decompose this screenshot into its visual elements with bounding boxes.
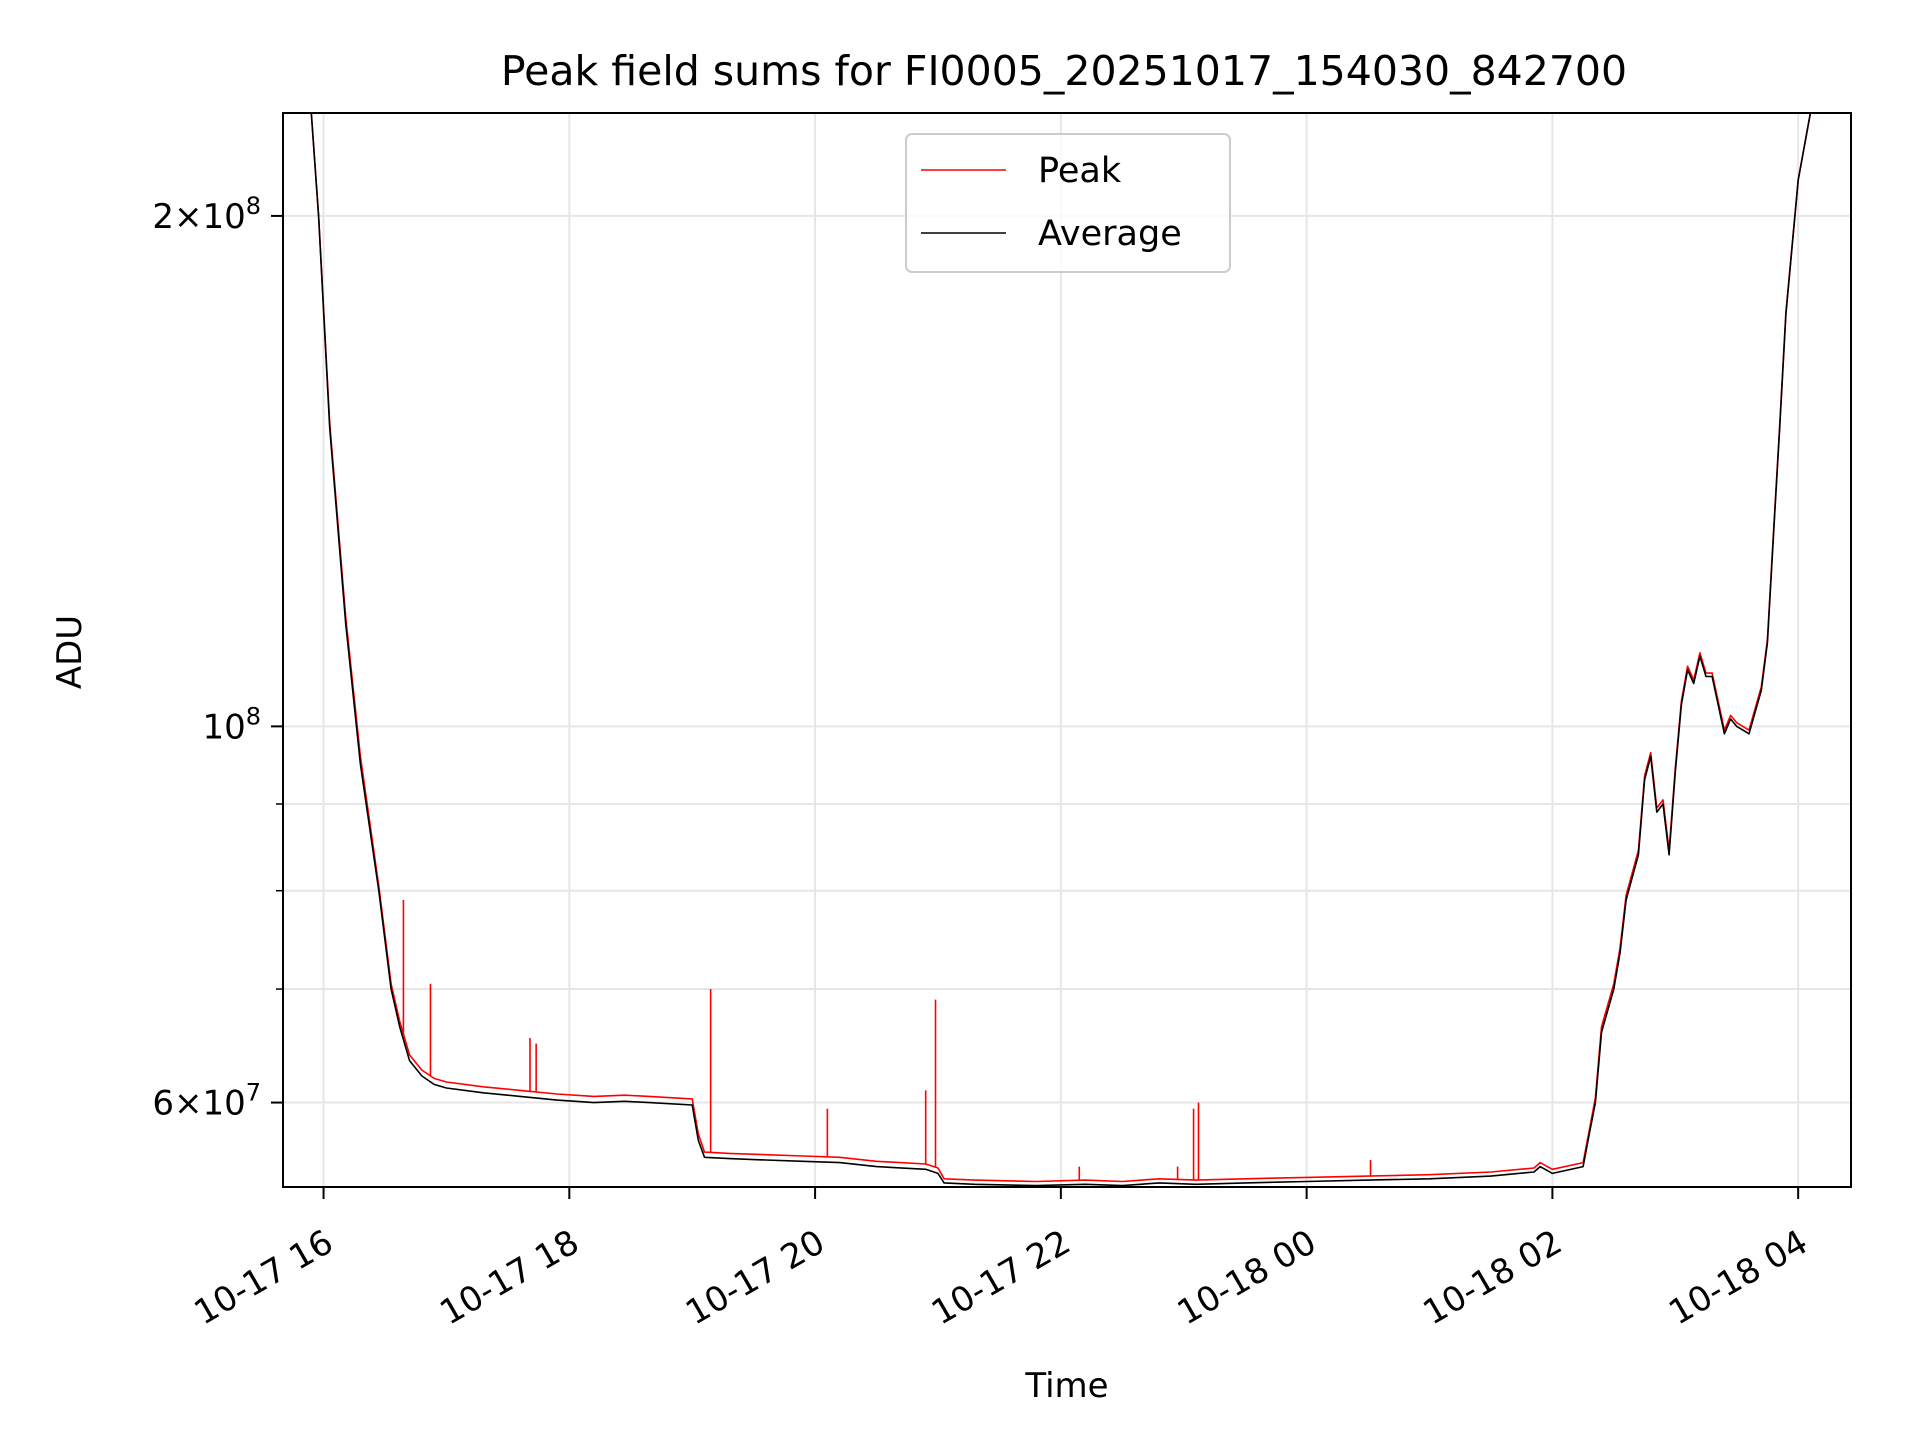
grid <box>283 113 1851 1187</box>
legend-label-peak: Peak <box>1038 151 1122 191</box>
series-line-average <box>289 113 1851 1187</box>
y-tick-label-exponent: 8 <box>246 192 261 220</box>
legend-box <box>905 133 1231 273</box>
y-tick-label-exponent: 7 <box>246 1079 261 1107</box>
y-tick-label-exponent: 8 <box>246 702 261 730</box>
y-axis-label: ADU <box>50 615 90 689</box>
plot-frame <box>282 112 1852 1188</box>
y-tick-label-base: 10 <box>202 707 245 747</box>
y-tick-label-base: 6×10 <box>152 1084 245 1124</box>
series-layer <box>289 113 1851 1187</box>
y-tick-label-base: 2×10 <box>152 197 245 237</box>
y-tick-label: 2×108 <box>152 192 261 237</box>
x-axis-label: Time <box>1024 1366 1108 1406</box>
y-tick-label: 108 <box>202 702 261 747</box>
legend: Peak Average <box>905 133 1231 273</box>
y-tick-label: 6×107 <box>152 1079 261 1124</box>
legend-label-average: Average <box>1038 214 1182 254</box>
chart-title: Peak field sums for FI0005_20251017_1540… <box>501 47 1627 95</box>
